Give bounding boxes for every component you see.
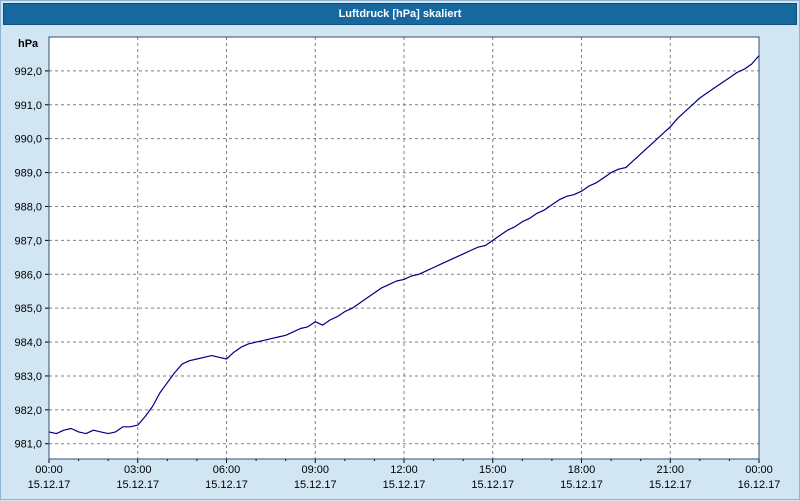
- svg-text:15.12.17: 15.12.17: [649, 479, 692, 491]
- svg-text:988,0: 988,0: [14, 201, 42, 213]
- window-title-bar: Luftdruck [hPa] skaliert: [3, 3, 797, 25]
- svg-text:12:00: 12:00: [390, 464, 418, 476]
- svg-text:09:00: 09:00: [301, 464, 329, 476]
- svg-text:990,0: 990,0: [14, 134, 42, 146]
- svg-text:06:00: 06:00: [213, 464, 241, 476]
- svg-text:15.12.17: 15.12.17: [471, 479, 514, 491]
- svg-text:983,0: 983,0: [14, 371, 42, 383]
- svg-text:15.12.17: 15.12.17: [205, 479, 248, 491]
- svg-text:982,0: 982,0: [14, 405, 42, 417]
- svg-text:16.12.17: 16.12.17: [738, 479, 781, 491]
- svg-text:00:00: 00:00: [35, 464, 63, 476]
- svg-text:03:00: 03:00: [124, 464, 152, 476]
- svg-text:15.12.17: 15.12.17: [383, 479, 426, 491]
- svg-text:981,0: 981,0: [14, 439, 42, 451]
- svg-text:989,0: 989,0: [14, 168, 42, 180]
- svg-text:15.12.17: 15.12.17: [560, 479, 603, 491]
- svg-text:992,0: 992,0: [14, 66, 42, 78]
- svg-text:15:00: 15:00: [479, 464, 507, 476]
- window-title: Luftdruck [hPa] skaliert: [338, 8, 462, 20]
- svg-text:18:00: 18:00: [568, 464, 596, 476]
- svg-text:987,0: 987,0: [14, 235, 42, 247]
- svg-text:21:00: 21:00: [656, 464, 684, 476]
- svg-text:991,0: 991,0: [14, 100, 42, 112]
- svg-text:15.12.17: 15.12.17: [28, 479, 71, 491]
- svg-text:15.12.17: 15.12.17: [294, 479, 337, 491]
- y-axis-unit-label: hPa: [18, 38, 39, 50]
- svg-text:985,0: 985,0: [14, 303, 42, 315]
- svg-text:984,0: 984,0: [14, 337, 42, 349]
- svg-text:15.12.17: 15.12.17: [116, 479, 159, 491]
- svg-text:986,0: 986,0: [14, 269, 42, 281]
- svg-text:00:00: 00:00: [745, 464, 773, 476]
